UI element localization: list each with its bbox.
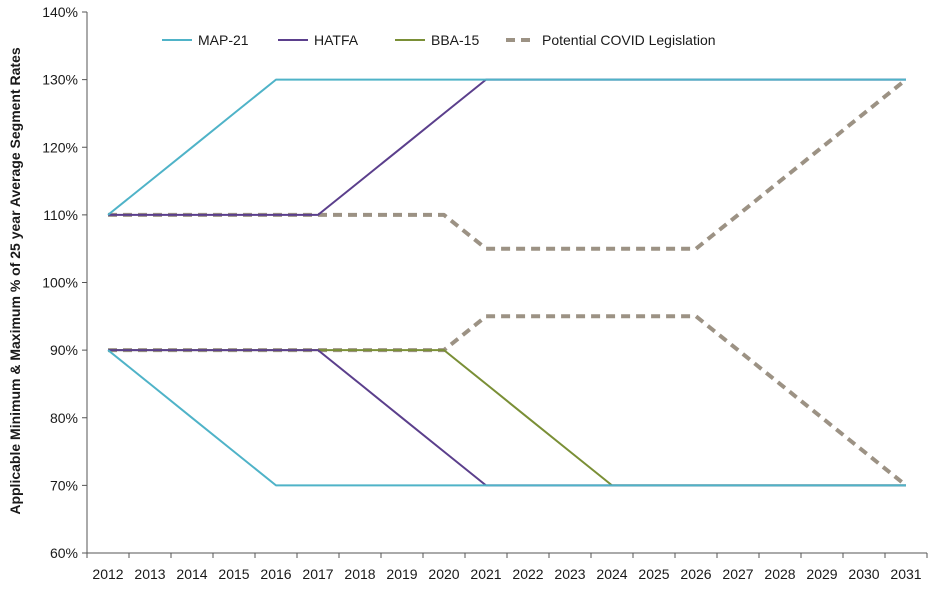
x-tick-label: 2022: [512, 566, 543, 582]
legend-label: Potential COVID Legislation: [542, 32, 716, 48]
x-tick-label: 2014: [176, 566, 207, 582]
legend-label: BBA-15: [431, 32, 479, 48]
y-tick-label: 110%: [43, 207, 78, 223]
y-tick-label: 60%: [50, 545, 78, 561]
x-tick-label: 2013: [134, 566, 165, 582]
series-line-potential-covid-legislation: [108, 78, 908, 251]
y-tick-label: 100%: [42, 275, 78, 291]
x-tick-label: 2031: [890, 566, 921, 582]
y-tick-label: 130%: [42, 72, 78, 88]
x-tick-label: 2023: [554, 566, 585, 582]
y-tick-label: 70%: [50, 477, 78, 493]
series-line-map-21: [107, 349, 906, 487]
legend-label: HATFA: [314, 32, 359, 48]
x-tick-label: 2015: [218, 566, 249, 582]
x-tick-label: 2016: [260, 566, 291, 582]
x-tick-label: 2027: [722, 566, 753, 582]
series-line-bba-15: [108, 349, 906, 487]
x-tick-label: 2018: [344, 566, 375, 582]
y-tick-label: 80%: [50, 410, 78, 426]
x-tick-label: 2030: [848, 566, 879, 582]
x-tick-label: 2017: [302, 566, 333, 582]
series-layer: [107, 78, 908, 487]
series-line-potential-covid-legislation: [108, 314, 908, 487]
y-tick-label: 120%: [42, 139, 78, 155]
y-axis-title: Applicable Minimum & Maximum % of 25 yea…: [7, 47, 23, 515]
x-tick-label: 2025: [638, 566, 669, 582]
x-tick-label: 2026: [680, 566, 711, 582]
y-tick-label: 140%: [42, 4, 78, 20]
series-line-map-21: [107, 78, 906, 216]
series-line-hatfa: [108, 349, 906, 487]
x-tick-label: 2028: [764, 566, 795, 582]
legend: MAP-21 HATFA BBA-15 Potential COVID Legisla…: [162, 32, 716, 48]
x-tick-label: 2019: [386, 566, 417, 582]
x-tick-label: 2024: [596, 566, 627, 582]
series-line-hatfa: [108, 78, 906, 216]
x-tick-label: 2029: [806, 566, 837, 582]
axes: 60% 70% 80% 90% 100% 110% 120% 130% 140% 2012 2013…: [42, 4, 928, 582]
legend-label: MAP-21: [198, 32, 249, 48]
y-tick-label: 90%: [50, 342, 78, 358]
x-tick-label: 2020: [428, 566, 459, 582]
x-tick-label: 2021: [470, 566, 501, 582]
x-tick-label: 2012: [92, 566, 123, 582]
